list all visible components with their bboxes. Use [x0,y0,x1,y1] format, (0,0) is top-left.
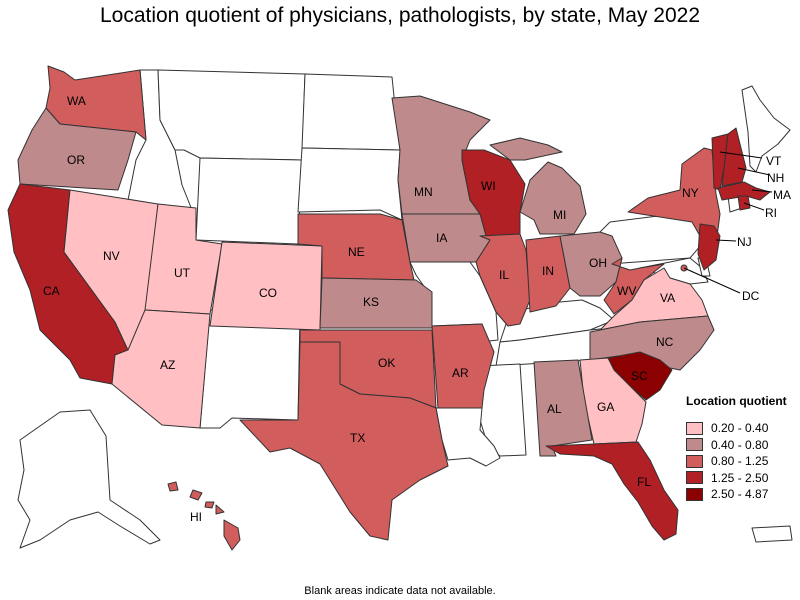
label-GA: GA [597,400,614,414]
legend: Location quotient 0.20 - 0.40 0.40 - 0.8… [686,394,798,503]
label-IL: IL [499,268,509,282]
label-VA: VA [660,291,675,305]
label-WV: WV [617,284,636,298]
state-WY [195,157,303,245]
leader-RI [743,202,765,211]
label-WA: WA [67,94,86,108]
legend-item: 0.80 - 1.25 [686,453,798,470]
label-MN: MN [414,185,433,199]
label-NE: NE [348,245,365,259]
state-ND [301,73,401,151]
map-title: Location quotient of physicians, patholo… [99,4,701,27]
label-OR: OR [67,153,85,167]
label-TX: TX [350,431,365,445]
label-AZ: AZ [160,358,175,372]
label-NY: NY [682,186,699,200]
state-AZ [111,309,211,429]
leader-MA [751,189,773,193]
state-PR [751,525,793,543]
state-LA [435,407,501,467]
legend-label: 0.80 - 1.25 [711,454,769,469]
legend-label: 0.20 - 0.40 [711,421,769,436]
legend-swatch [686,471,703,485]
state-NH [721,127,747,187]
label-HI: HI [190,510,202,524]
state-HI [167,481,241,551]
state-VT [711,133,729,191]
state-TX [239,341,449,541]
label-OK: OK [378,356,395,370]
leader-VT [719,151,763,159]
legend-label: 2.50 - 4.87 [711,487,769,502]
label-FL: FL [637,475,651,489]
label-NH: NH [767,171,784,185]
label-OH: OH [589,256,607,270]
legend-item: 2.50 - 4.87 [686,486,798,503]
legend-item: 0.40 - 0.80 [686,437,798,454]
state-AR [431,323,495,409]
leader-lines [683,151,773,294]
label-CO: CO [259,286,277,300]
label-RI: RI [765,206,777,220]
state-SD [297,147,403,221]
state-MI [489,137,587,235]
label-WI: WI [481,179,496,193]
label-NV: NV [103,249,120,263]
legend-title: Location quotient [686,394,787,408]
label-AL: AL [547,402,562,416]
legend-swatch [686,438,703,452]
label-AR: AR [452,366,469,380]
state-IN [525,235,571,313]
label-DC: DC [742,289,760,303]
state-labels: WA OR CA NV UT AZ CO NE KS OK TX MN IA A… [43,94,791,524]
state-AK [17,409,161,549]
state-NJ [697,223,721,271]
legend-swatch [686,454,703,468]
state-FL [545,441,679,541]
data-states [7,65,771,551]
state-OR [17,107,137,191]
state-IL [475,233,531,327]
leader-DC [683,267,741,294]
label-CA: CA [43,284,60,298]
footnote: Blank areas indicate data not available. [304,585,496,597]
label-IN: IN [542,264,554,278]
state-MA [717,181,771,201]
label-NJ: NJ [737,235,752,249]
state-ME [741,85,791,173]
state-KS [319,277,433,329]
legend-item: 0.20 - 0.40 [686,420,798,437]
label-SC: SC [631,369,648,383]
legend-label: 1.25 - 2.50 [711,470,769,485]
label-VT: VT [766,154,782,168]
label-IA: IA [436,231,447,245]
legend-swatch [686,487,703,501]
label-KS: KS [363,295,379,309]
label-UT: UT [174,266,191,280]
state-MT [157,69,306,161]
legend-label: 0.40 - 0.80 [711,437,769,452]
leader-NH [737,167,771,176]
label-NC: NC [656,335,674,349]
leader-NJ [715,239,737,242]
label-MI: MI [553,208,566,222]
label-MA: MA [773,188,791,202]
legend-item: 1.25 - 2.50 [686,470,798,487]
state-WA [45,65,147,141]
legend-swatch [686,421,703,435]
